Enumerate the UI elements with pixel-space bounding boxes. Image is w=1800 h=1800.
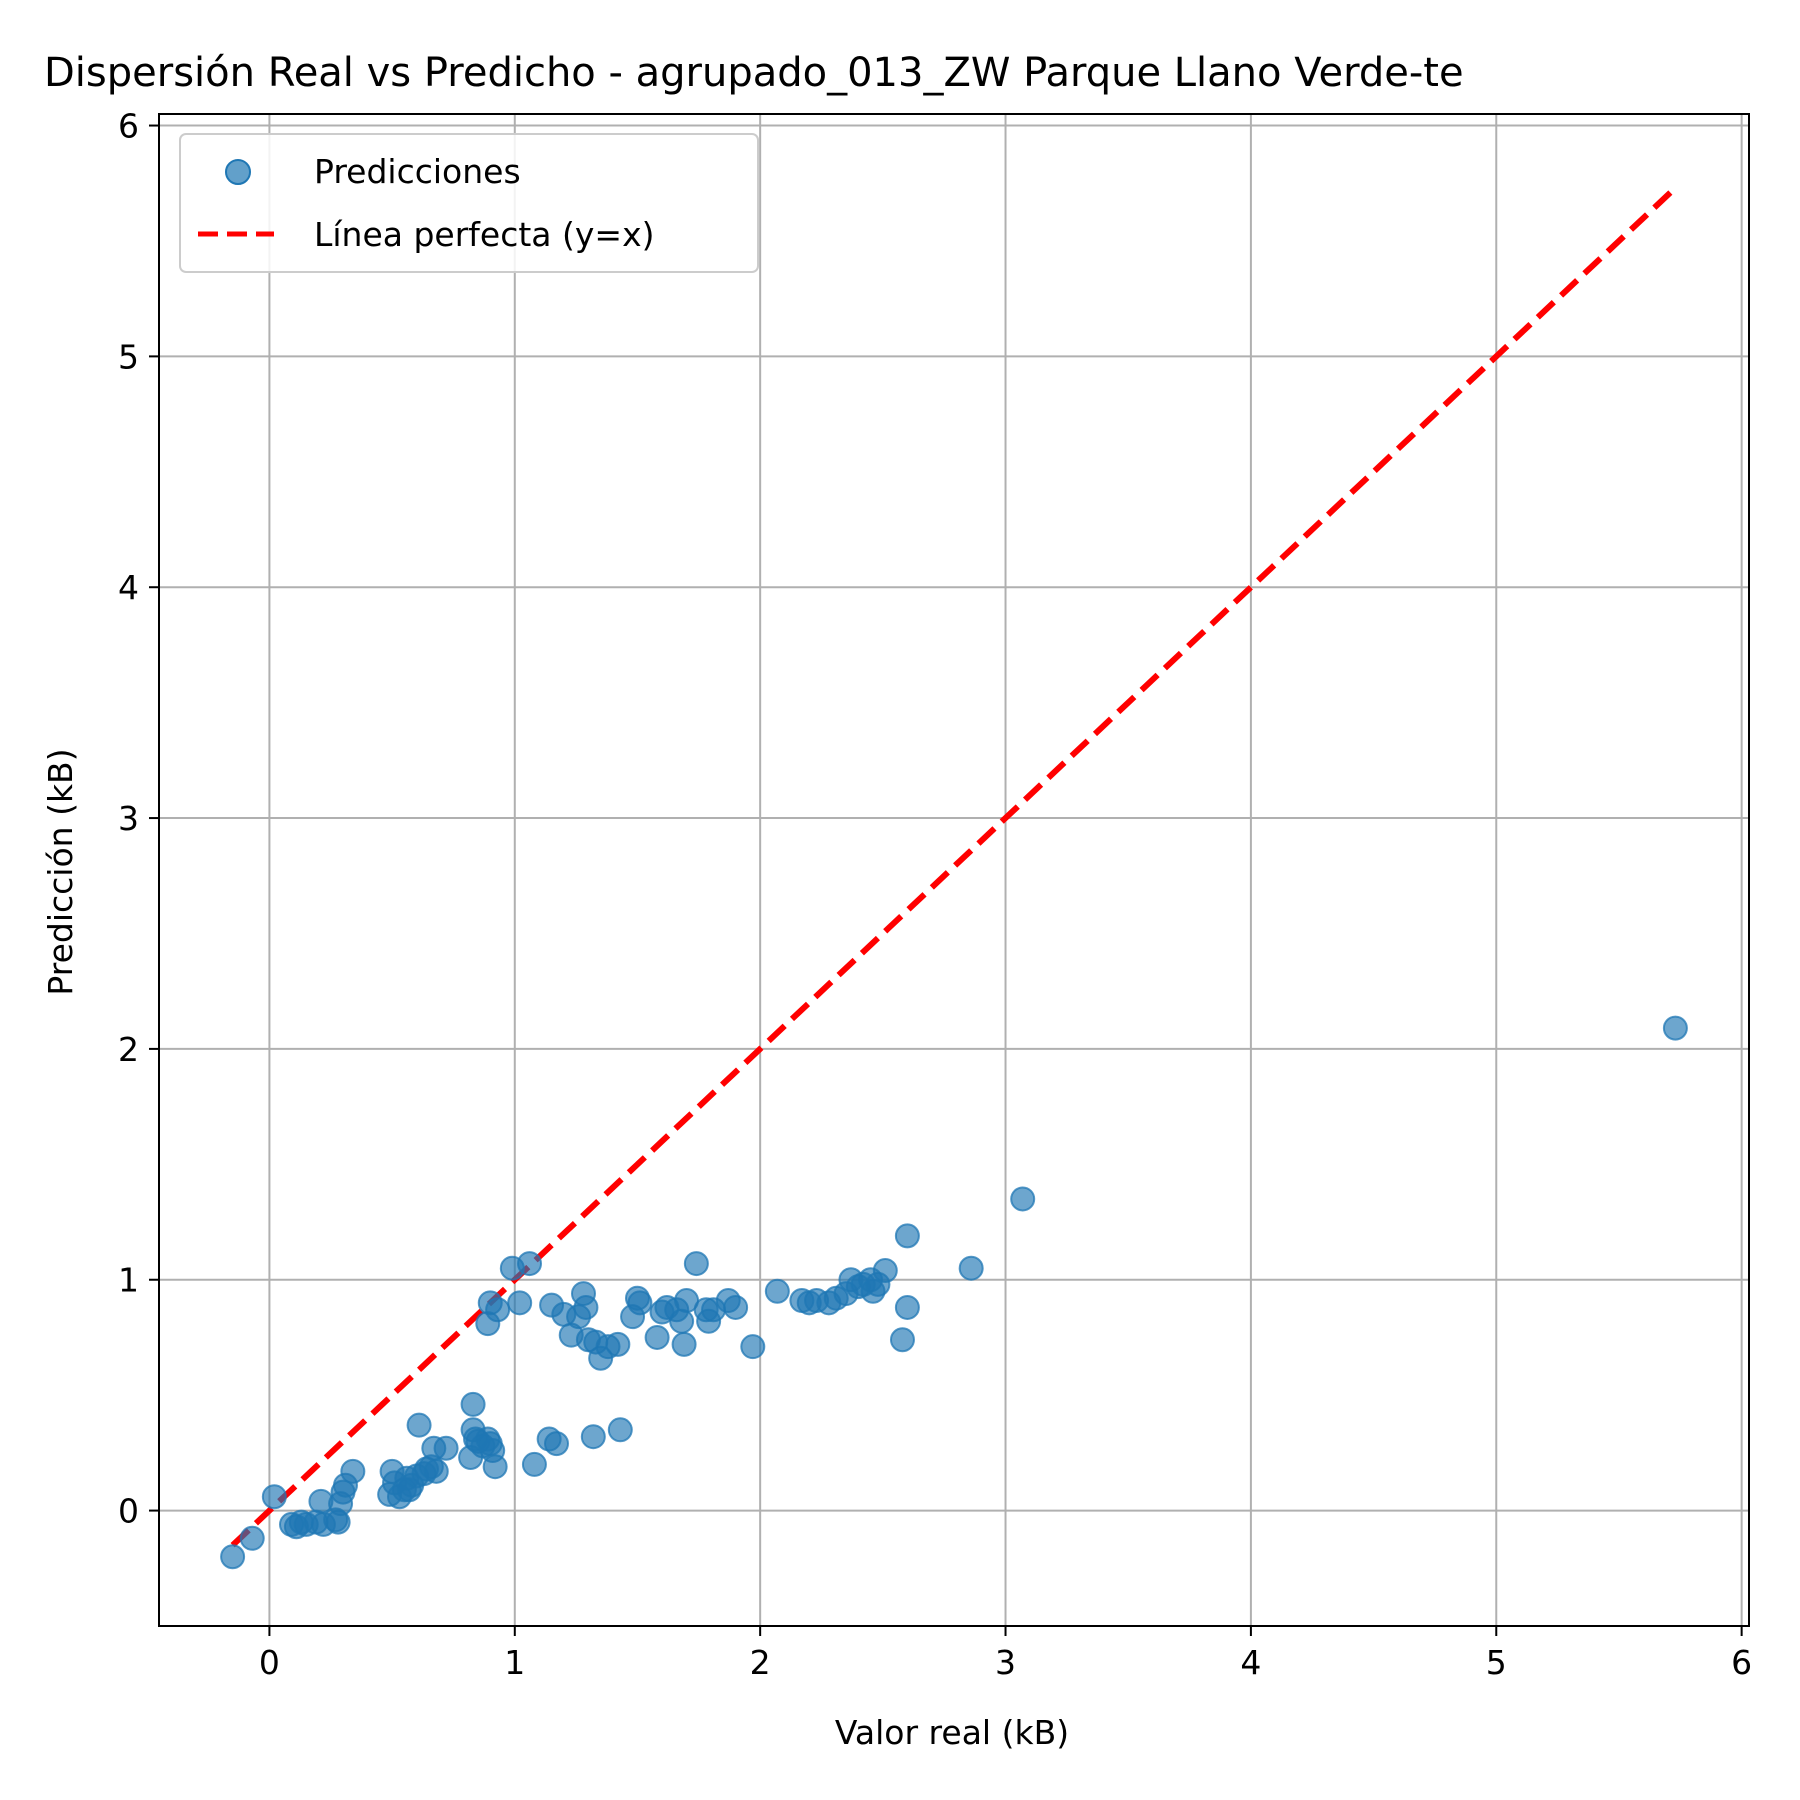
perfect-line-layer (230, 185, 1678, 1548)
data-point (433, 1435, 459, 1461)
data-point (261, 1484, 287, 1510)
y-tick-label: 3 (118, 799, 139, 838)
data-point (521, 1451, 547, 1477)
data-point (239, 1525, 265, 1551)
legend: Predicciones Línea perfecta (y=x) (179, 133, 759, 273)
data-point (340, 1458, 366, 1484)
data-point (669, 1308, 695, 1334)
data-point (517, 1251, 543, 1277)
data-point (889, 1327, 915, 1353)
data-point (460, 1391, 486, 1417)
data-point (607, 1417, 633, 1443)
data-point (644, 1324, 670, 1350)
y-tick-label: 1 (118, 1261, 139, 1300)
legend-box (179, 133, 759, 273)
y-tick-label: 6 (118, 107, 139, 146)
x-tick-label: 6 (1731, 1643, 1752, 1682)
grid (159, 114, 1749, 1626)
data-point (671, 1331, 697, 1357)
x-tick-label: 1 (504, 1643, 525, 1682)
x-tick-label: 3 (995, 1643, 1016, 1682)
x-tick-label: 5 (1486, 1643, 1507, 1682)
y-tick-label: 0 (118, 1492, 139, 1531)
legend-label-perfect-line: Línea perfecta (y=x) (314, 215, 654, 254)
perfect-line (230, 185, 1678, 1548)
ticks: 0 1 2 3 4 5 6 0 1 2 3 4 5 6 (118, 107, 1752, 1682)
data-point (423, 1458, 449, 1484)
data-point (872, 1258, 898, 1284)
y-tick-label: 4 (118, 568, 139, 607)
x-tick-label: 2 (750, 1643, 771, 1682)
data-point (580, 1424, 606, 1450)
data-point (605, 1331, 631, 1357)
data-point (507, 1290, 533, 1316)
data-point (485, 1297, 511, 1323)
data-point (544, 1431, 569, 1457)
y-axis-label: Predicción (kB) (41, 748, 80, 995)
data-point (764, 1278, 790, 1304)
data-point (573, 1294, 599, 1320)
x-tick-label: 4 (1240, 1643, 1261, 1682)
data-point (482, 1454, 508, 1480)
legend-label-predicciones: Predicciones (314, 152, 521, 191)
data-point (894, 1223, 920, 1249)
data-point (1662, 1015, 1688, 1041)
data-point (406, 1412, 432, 1438)
x-tick-label: 0 (259, 1643, 280, 1682)
data-point (683, 1251, 709, 1277)
data-point (958, 1255, 984, 1281)
data-point (1010, 1186, 1036, 1212)
y-tick-label: 5 (118, 337, 139, 376)
x-axis-label: Valor real (kB) (835, 1713, 1069, 1752)
data-point (220, 1544, 246, 1570)
chart-title: Dispersión Real vs Predicho - agrupado_0… (44, 50, 1464, 96)
data-point (740, 1334, 766, 1360)
points-layer (220, 1015, 1688, 1570)
y-tick-label: 2 (118, 1030, 139, 1069)
data-point (627, 1290, 653, 1316)
data-point (894, 1294, 920, 1320)
plot-frame (158, 113, 1750, 1627)
legend-marker-predicciones (225, 159, 251, 185)
data-point (723, 1294, 749, 1320)
